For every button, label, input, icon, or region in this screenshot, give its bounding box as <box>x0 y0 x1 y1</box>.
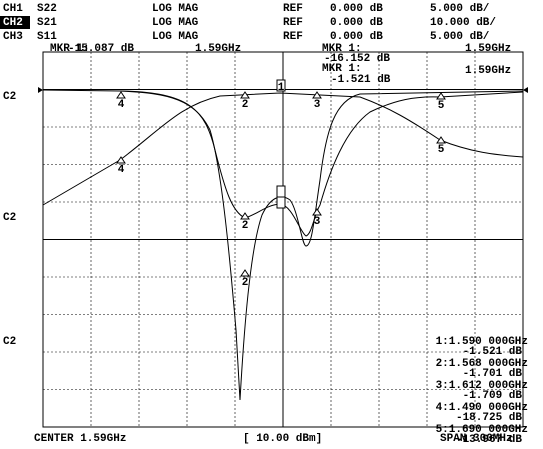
table-value: -13.967 dB <box>456 434 522 446</box>
marker-number: 3 <box>314 99 321 111</box>
ref-value: 0.000 dB <box>330 3 383 15</box>
marker-number: 3 <box>314 216 321 228</box>
marker-triangle <box>240 212 250 220</box>
scale: 5.000 dB/ <box>430 3 490 15</box>
format: LOG MAG <box>152 17 199 29</box>
marker-number: 5 <box>438 144 445 156</box>
traces <box>42 89 524 401</box>
ref: REF <box>283 31 303 43</box>
marker-freq: 1.59GHz <box>195 43 241 55</box>
marker-label: MKR 1: <box>322 63 362 75</box>
ref: REF <box>283 3 303 15</box>
active-channel-highlight <box>0 16 30 29</box>
ref-value: 0.000 dB <box>330 31 383 43</box>
marker-number: 2 <box>242 99 249 111</box>
marker-box <box>276 185 286 198</box>
table-freq: 2:1.568 000GHz <box>436 358 528 370</box>
footer-power: [ 10.00 dBm] <box>243 433 322 445</box>
marker-triangle <box>436 136 446 144</box>
marker-value: -15.087 dB <box>68 43 134 55</box>
table-value: -1.709 dB <box>463 390 523 402</box>
ref-arrow <box>38 87 43 93</box>
parameter: S21 <box>37 17 57 29</box>
ref-value: 0.000 dB <box>330 17 383 29</box>
screen-text: CH1 S22 LOG MAG REF 0.000 dB 5.000 dB/CH2 S21 L… <box>3 3 528 446</box>
side-label: C2 <box>3 91 16 103</box>
marker-triangle <box>240 269 250 277</box>
marker-number: 1 <box>278 82 285 94</box>
marker-value: -16.152 dB <box>324 53 390 65</box>
marker-triangle <box>116 91 126 99</box>
marker-number: 4 <box>118 99 125 111</box>
trace-s11 <box>42 92 524 206</box>
table-value: -18.725 dB <box>456 412 522 424</box>
marker-triangle <box>436 92 446 100</box>
marker-number: 2 <box>242 220 249 232</box>
trace-markers: 1 2 3 4 5 4 5 2 3 2 <box>116 79 446 289</box>
marker-triangle <box>312 91 322 99</box>
ref: REF <box>283 17 303 29</box>
scale: 10.000 dB/ <box>430 17 496 29</box>
ref-arrow <box>523 87 528 93</box>
trace-s22 <box>119 90 524 237</box>
table-value: -1.521 dB <box>463 346 523 358</box>
marker-number: 2 <box>242 277 249 289</box>
format: LOG MAG <box>152 31 199 43</box>
format: LOG MAG <box>152 3 199 15</box>
scale: 5.000 dB/ <box>430 31 490 43</box>
marker-box <box>276 79 286 92</box>
table-freq: 4:1.490 000GHz <box>436 402 528 414</box>
marker-label: MKR 1: <box>322 43 362 55</box>
channel: CH1 <box>3 3 23 15</box>
marker-triangle <box>240 91 250 99</box>
trace-s21 <box>42 89 524 401</box>
footer-span: SPAN 300MHz <box>440 433 513 445</box>
side-label: C2 <box>3 336 16 348</box>
table-freq: 1:1.590 000GHz <box>436 336 528 348</box>
footer-center: CENTER 1.59GHz <box>34 433 126 445</box>
marker-freq: 1.59GHz <box>465 43 511 55</box>
parameter: S11 <box>37 31 57 43</box>
channel: CH2 <box>3 17 23 29</box>
grid <box>38 51 528 428</box>
marker-number: 4 <box>118 164 125 176</box>
channel: CH3 <box>3 31 23 43</box>
marker-triangle <box>116 156 126 164</box>
marker-triangle <box>312 208 322 216</box>
side-label: C2 <box>3 212 16 224</box>
table-value: -1.701 dB <box>463 368 523 380</box>
table-freq: 5:1.690 000GHz <box>436 424 528 436</box>
marker-freq: 1.59GHz <box>465 65 511 77</box>
marker-number: 5 <box>438 100 445 112</box>
marker-box <box>276 196 286 209</box>
marker-value: -1.521 dB <box>331 74 391 86</box>
parameter: S22 <box>37 3 57 15</box>
marker-label: MKR 1: <box>50 43 90 55</box>
table-freq: 3:1.612 000GHz <box>436 380 528 392</box>
